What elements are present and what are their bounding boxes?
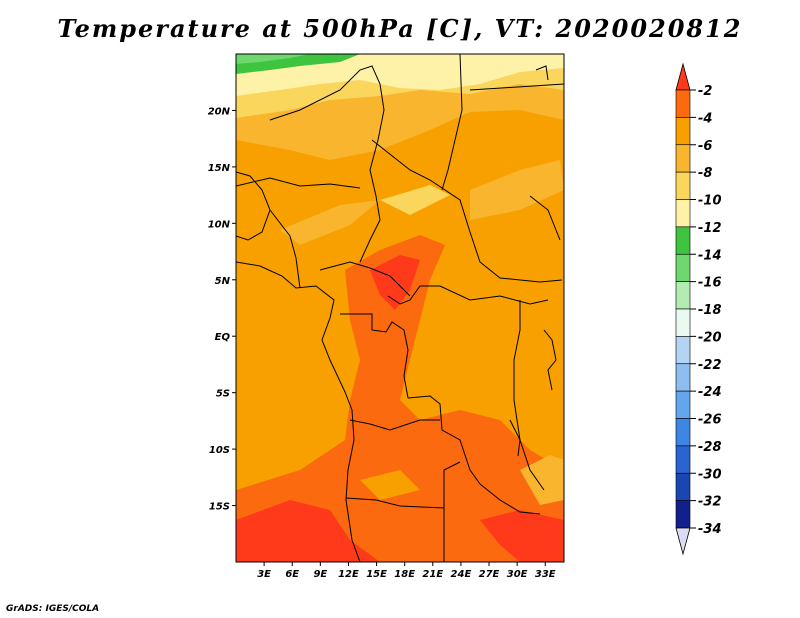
border-angola-s [345, 461, 461, 509]
border-libya-egypt [441, 54, 463, 191]
lat-tick-label: 10N [208, 219, 231, 230]
lon-tick-label: 18E [394, 569, 415, 580]
colorbar-swatch [675, 308, 691, 337]
credit-label: GrADS: IGES/COLA [6, 604, 100, 614]
colorbar-label: -24 [698, 385, 722, 400]
field-streak-b [470, 160, 564, 220]
lon-tick-label: 27E [479, 569, 500, 580]
lon-tick-label: 24E [451, 569, 472, 580]
country-borders [236, 54, 564, 562]
colorbar-swatch [675, 199, 691, 228]
lon-tick-label: 3E [257, 569, 271, 580]
colorbar-label: -22 [698, 358, 722, 373]
lat-tick-label: 5S [216, 389, 230, 400]
colorbar-label: -8 [698, 166, 712, 181]
colorbar-swatch [675, 418, 691, 447]
border-niger-chad [269, 65, 385, 263]
lat-tick-label: 5N [215, 276, 231, 287]
colorbar-label: -6 [698, 139, 712, 154]
colorbar-label: -34 [698, 522, 722, 537]
lon-tick-label: 6E [285, 569, 299, 580]
colorbar-label: -30 [698, 467, 722, 482]
temperature-field [236, 54, 564, 562]
lat-tick-label: 20N [208, 106, 231, 117]
colorbar-label: -32 [698, 495, 722, 510]
field-band-2-southwest [236, 500, 380, 562]
field-patch-a [360, 470, 420, 500]
colorbar-swatch [675, 336, 691, 365]
border-ethiopia [529, 195, 561, 241]
lake-victoria [543, 329, 557, 391]
lat-tick-label: 15N [208, 163, 231, 174]
colorbar-swatch [675, 89, 691, 118]
map-frame [235, 53, 565, 563]
colorbar-bottom-arrow [675, 527, 691, 556]
longitude-axis: 3E 6E 9E 12E 15E 18E 21E 24E 27E 30E 33E [257, 562, 556, 580]
colorbar-label: -18 [698, 303, 722, 318]
lon-tick-label: 12E [338, 569, 359, 580]
colorbar-label: -26 [698, 413, 722, 428]
colorbar-swatch [675, 144, 691, 173]
border-egypt-sudan [469, 83, 564, 91]
colorbar-label: -10 [698, 194, 722, 209]
lat-tick-label: 10S [209, 445, 230, 456]
border-angola-drc [407, 395, 481, 485]
field-streak-d [380, 185, 450, 215]
border-east-lakes [513, 300, 545, 491]
colorbar-label: -2 [698, 84, 712, 99]
lon-tick-label: 33E [535, 569, 556, 580]
lon-tick-label: 15E [366, 569, 387, 580]
lon-tick-label: 21E [422, 569, 443, 580]
colorbar-label: -12 [698, 221, 722, 236]
colorbar-label: -28 [698, 440, 722, 455]
colorbar-swatch [675, 500, 691, 529]
colorbar-swatch [675, 281, 691, 310]
colorbar-swatch [675, 472, 691, 501]
border-cameroon [319, 261, 411, 297]
lat-tick-label: EQ [215, 332, 231, 343]
colorbar-swatch [675, 226, 691, 255]
border-sudan [371, 139, 563, 283]
colorbar-swatch [675, 253, 691, 282]
colorbar-label: -14 [698, 248, 722, 263]
field-band-16to14 [236, 54, 310, 64]
field-band-2-southeast [480, 510, 564, 562]
border-congo [340, 313, 409, 399]
field-streak-c [280, 200, 380, 245]
colorbar-swatch [675, 171, 691, 200]
colorbar: -2 -4 -6 -8 -10 -12 -14 -16 -18 -20 -22 -24 -26 -28 -3… [675, 62, 722, 556]
plot-title: Temperature at 500hPa [C], VT: 202002081… [57, 14, 743, 43]
border-sahel [236, 177, 361, 189]
border-zambia-zimbabwe [479, 483, 541, 515]
field-atlantic [236, 290, 330, 430]
colorbar-swatch [675, 117, 691, 146]
colorbar-label: -20 [698, 330, 722, 345]
colorbar-swatch [675, 363, 691, 392]
colorbar-swatch [675, 445, 691, 474]
colorbar-swatch [675, 390, 691, 419]
field-patch-b [520, 455, 564, 505]
colorbar-label: -4 [698, 111, 712, 126]
coastline-gulf [236, 261, 361, 562]
field-band-2-hotspot [370, 255, 420, 310]
border-nigeria-w [269, 209, 301, 289]
field-band-12to10 [236, 54, 564, 96]
field-streak-a [290, 120, 420, 160]
latitude-axis: 20N 15N 10N 5N EQ 5S 10S 15S [208, 106, 236, 513]
lon-tick-label: 30E [507, 569, 528, 580]
lon-tick-label: 9E [313, 569, 327, 580]
lat-tick-label: 15S [209, 502, 230, 513]
field-band-4to2-central [236, 235, 564, 562]
lake-tanganyika [509, 419, 521, 457]
colorbar-label: -16 [698, 276, 722, 291]
coastline-sinai [535, 65, 549, 81]
colorbar-top-arrow [675, 62, 691, 91]
border-angola-n [349, 419, 440, 431]
